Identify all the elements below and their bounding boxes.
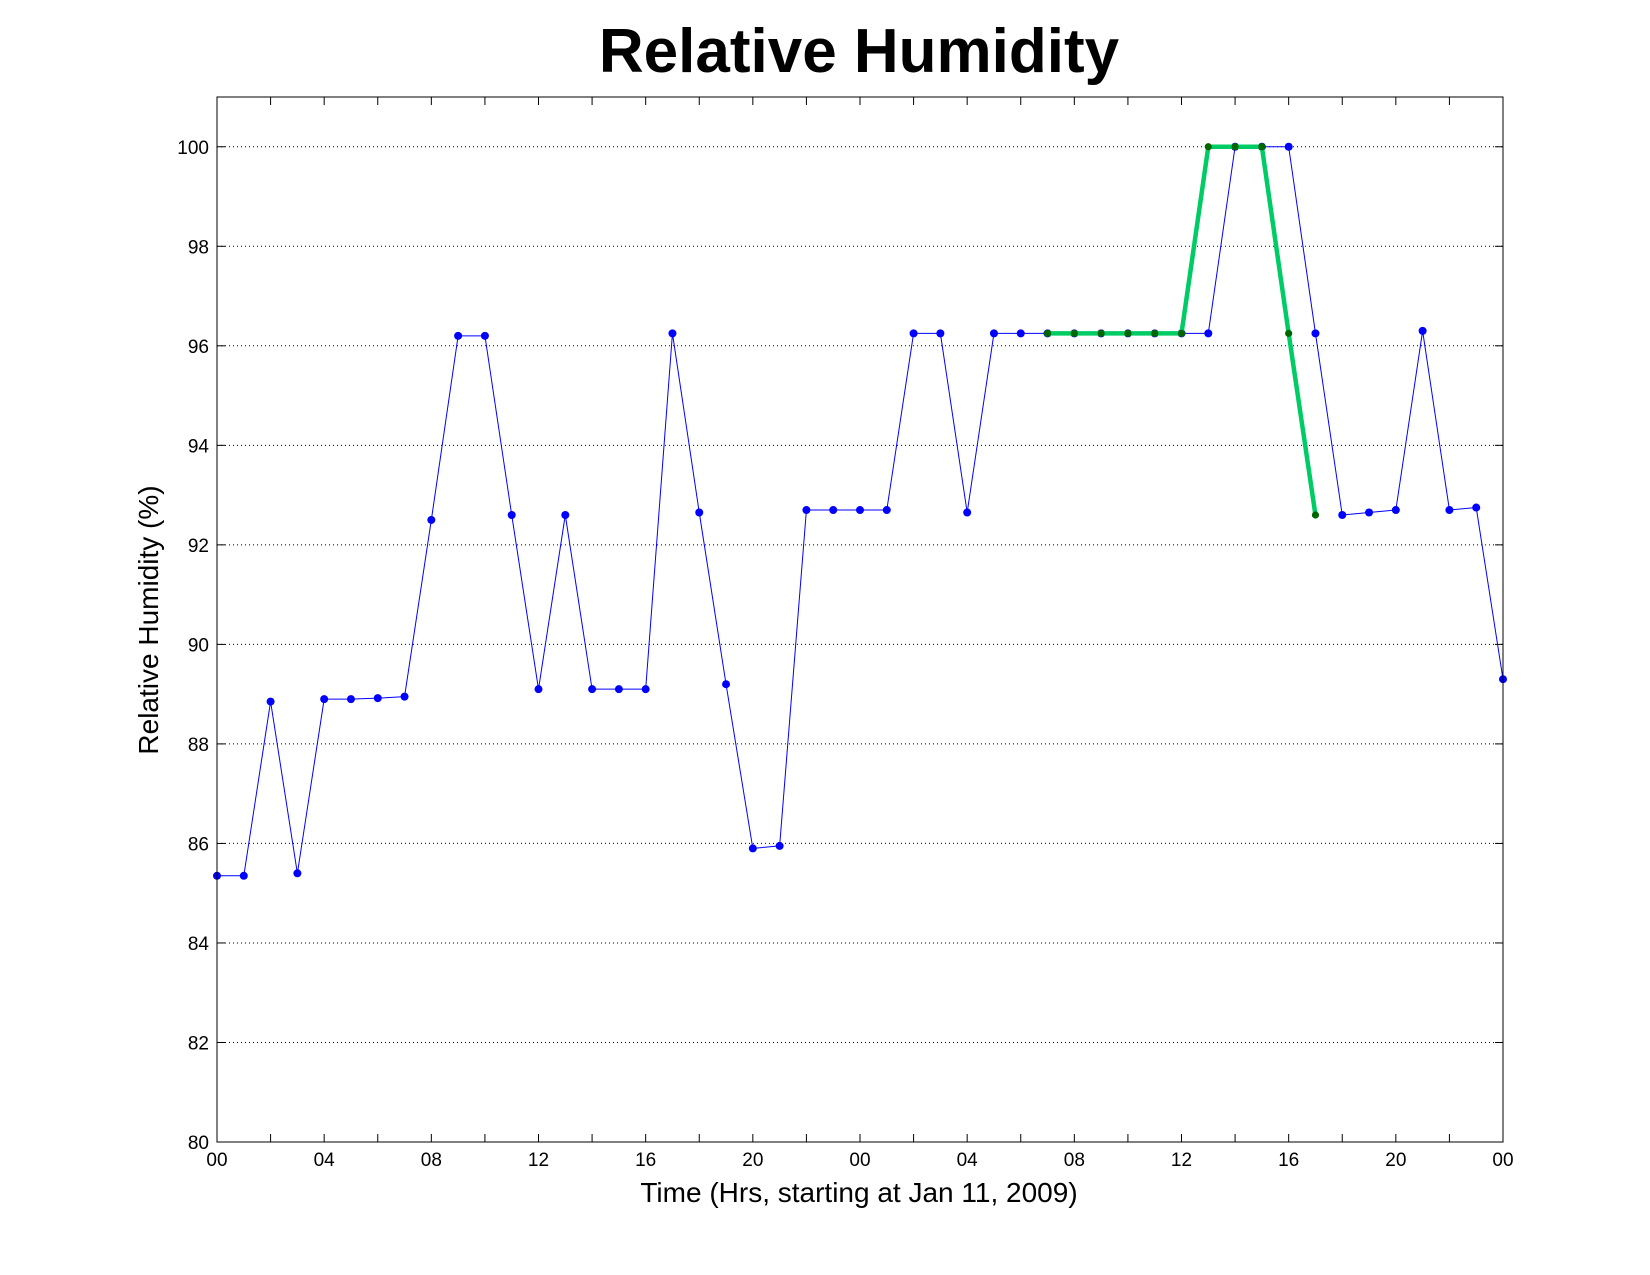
data-point <box>1204 143 1212 151</box>
data-point <box>534 685 543 694</box>
x-tick-label: 00 <box>1492 1150 1513 1171</box>
data-point <box>1231 143 1239 151</box>
data-point <box>427 515 436 524</box>
data-point <box>266 697 275 706</box>
y-tick-label: 88 <box>188 735 209 756</box>
data-point <box>1418 326 1427 335</box>
data-point <box>1365 508 1374 517</box>
x-tick-label: 16 <box>1278 1150 1299 1171</box>
x-tick-label: 00 <box>206 1150 227 1171</box>
y-tick-label: 100 <box>177 138 209 159</box>
y-tick-label: 96 <box>188 337 209 358</box>
data-point <box>668 329 677 338</box>
x-tick-label: 08 <box>1064 1150 1085 1171</box>
data-point <box>641 685 650 694</box>
data-point <box>1285 329 1293 337</box>
data-point <box>909 329 918 338</box>
data-point <box>1043 329 1052 337</box>
x-tick-label: 04 <box>314 1150 336 1171</box>
data-point <box>320 695 329 704</box>
x-tick-label: 20 <box>1385 1150 1406 1171</box>
data-point <box>614 685 623 694</box>
data-point <box>1258 143 1266 151</box>
y-tick-label: 94 <box>188 436 210 457</box>
y-tick-label: 92 <box>188 536 209 557</box>
data-point <box>1097 329 1105 337</box>
data-point <box>963 508 972 517</box>
data-point <box>1472 503 1481 512</box>
data-point <box>748 844 757 853</box>
data-point <box>507 511 516 519</box>
x-axis-label: Time (Hrs, starting at Jan 11, 2009) <box>640 1177 1077 1208</box>
data-point <box>802 506 811 515</box>
data-point <box>1338 511 1347 519</box>
y-tick-label: 84 <box>188 934 210 955</box>
y-tick-label: 90 <box>188 635 209 656</box>
x-tick-label: 12 <box>1171 1150 1192 1171</box>
data-point <box>1204 329 1213 338</box>
x-tick-label: 00 <box>849 1150 870 1171</box>
y-tick-label: 86 <box>188 834 209 855</box>
x-tick-label: 20 <box>742 1150 763 1171</box>
data-point <box>1311 329 1320 338</box>
chart-title: Relative Humidity <box>599 17 1120 86</box>
data-point <box>400 692 409 701</box>
x-tick-label: 04 <box>957 1150 979 1171</box>
data-point <box>1070 329 1078 337</box>
data-point <box>936 329 945 338</box>
y-tick-label: 98 <box>188 237 209 258</box>
data-point <box>1177 329 1186 337</box>
y-axis-label: Relative Humidity (%) <box>133 485 164 754</box>
x-tick-label: 12 <box>528 1150 549 1171</box>
data-point <box>856 506 864 515</box>
data-point <box>239 871 248 880</box>
data-point <box>1311 511 1320 519</box>
data-point <box>561 511 570 519</box>
series-green-highlight <box>1043 143 1320 519</box>
data-point <box>454 331 463 340</box>
data-point <box>373 694 382 703</box>
data-series <box>213 142 1507 880</box>
axis-ticks <box>216 97 1504 1143</box>
data-point <box>722 680 731 689</box>
data-point <box>1284 142 1293 151</box>
plot-frame <box>216 96 1504 1143</box>
data-point <box>1016 329 1025 338</box>
x-tick-label: 08 <box>421 1150 442 1171</box>
data-point <box>346 695 355 704</box>
data-point <box>293 869 302 878</box>
data-point <box>588 685 597 694</box>
data-point <box>1391 506 1400 515</box>
tick-labels: 80 82 84 86 88 90 92 94 96 98 100 00 04 08 12 16 20 00 04 0… <box>177 138 1513 1171</box>
x-tick-label: 16 <box>635 1150 656 1171</box>
data-point <box>480 331 489 340</box>
data-point <box>1445 506 1454 515</box>
data-point <box>1124 329 1132 337</box>
data-point <box>989 329 998 338</box>
data-point <box>829 506 838 515</box>
data-point <box>775 841 784 850</box>
data-point <box>882 506 891 515</box>
y-tick-label: 80 <box>188 1133 209 1154</box>
y-tick-label: 82 <box>188 1033 209 1054</box>
gridlines <box>217 146 1503 1043</box>
data-point <box>1151 329 1159 337</box>
data-point <box>695 508 704 517</box>
